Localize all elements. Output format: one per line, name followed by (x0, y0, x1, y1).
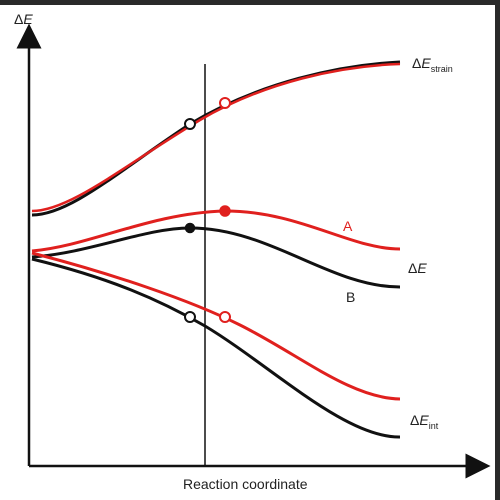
interaction-point-a (219, 311, 231, 323)
label-total-energy: ΔE (408, 260, 427, 276)
y-axis-label: ΔE (14, 11, 33, 27)
label-series-a: A (343, 218, 353, 234)
ts-point-b (184, 222, 196, 234)
label-interaction: ΔEint (410, 412, 439, 431)
strain-point-a (219, 97, 231, 109)
label-strain: ΔEstrain (412, 55, 453, 74)
label-series-b: B (346, 289, 355, 305)
interaction-point-b (184, 311, 196, 323)
ts-point-a (219, 205, 231, 217)
interaction-curve-a (31, 251, 401, 401)
strain-curve-a (31, 62, 401, 213)
interaction-curve-b (31, 257, 401, 439)
strain-point-b (184, 118, 196, 130)
x-axis-label: Reaction coordinate (183, 476, 308, 492)
energy-curve-b (31, 226, 401, 289)
